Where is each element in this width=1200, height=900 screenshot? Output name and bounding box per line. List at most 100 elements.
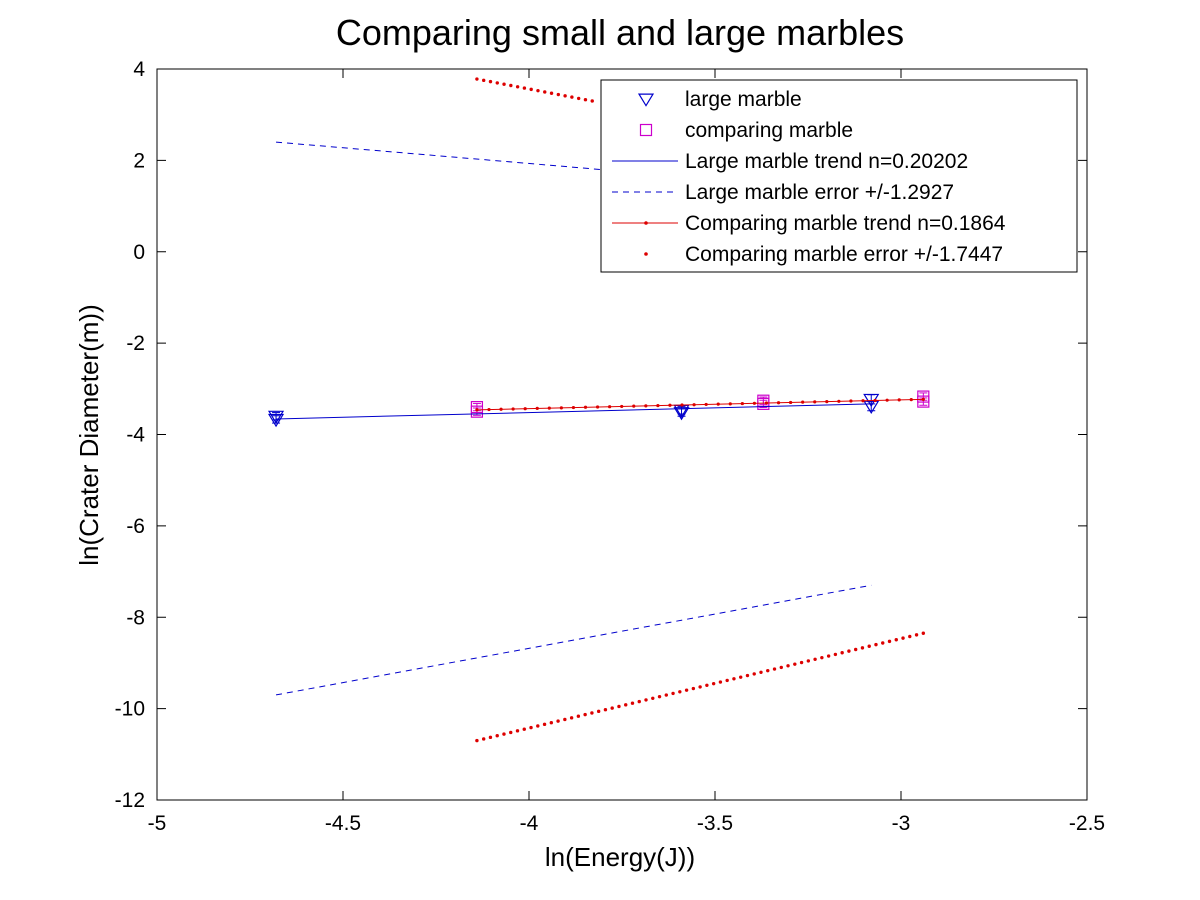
comparing-marble-error-dot	[684, 688, 689, 692]
comparing-marble-error-dot	[766, 668, 770, 673]
comparing-marble-error-dot	[705, 683, 709, 687]
x-tick-label: -3.5	[697, 812, 733, 835]
comparing-marble-trend-dot	[680, 403, 684, 407]
comparing-marble-error-dot	[596, 709, 601, 714]
comparing-marble-error-dot	[495, 81, 499, 85]
comparing-marble-error-dot	[881, 641, 885, 645]
comparing-marble-error-dot	[495, 734, 499, 738]
comparing-marble-error-dot	[691, 686, 696, 691]
comparing-marble-error-dot	[576, 96, 581, 101]
chart-title: Comparing small and large marbles	[336, 12, 904, 53]
large-marble-point	[863, 400, 880, 414]
comparing-marble-error-dot	[583, 712, 587, 717]
comparing-marble-error-dot	[536, 724, 540, 728]
comparing-marble-error-dot	[515, 729, 520, 733]
comparing-marble-trend-dot	[873, 398, 877, 403]
comparing-marble-error-dot	[543, 90, 547, 94]
comparing-marble-error-dot	[867, 644, 871, 648]
comparing-marble-error-dot	[529, 725, 533, 730]
large-marble-point	[267, 410, 285, 425]
y-tick-label: -4	[126, 424, 145, 447]
large-marble-trend-line	[276, 403, 872, 420]
comparing-marble-error-dot	[901, 636, 905, 640]
x-tick-label: -4	[520, 812, 539, 835]
comparing-marble-trend-dot	[559, 406, 563, 410]
comparing-marble-error-dot	[603, 707, 608, 712]
legend: large marble comparing marble Large marb…	[600, 79, 1078, 273]
comparing-marble-error-dot	[637, 699, 641, 704]
comparing-marble-trend-line	[476, 398, 924, 411]
comparing-marble-error-dot	[549, 91, 554, 95]
comparing-marble-error-dot	[813, 657, 817, 661]
legend-box	[600, 79, 1078, 273]
legend-label-large-marble: large marble	[685, 88, 802, 111]
legend-sample-large-marble	[637, 93, 655, 107]
comparing-marble-trend-dot	[885, 398, 889, 402]
comparing-marble-trend-dot	[511, 407, 515, 411]
comparing-marble-error-dot	[482, 78, 486, 83]
comparing-marble-error-dot	[509, 83, 513, 88]
comparing-marble-error-dot	[847, 649, 851, 653]
comparing-marble-trend-dot	[897, 398, 901, 402]
comparing-marble-error-dot	[887, 639, 892, 644]
comparing-marble-trend-dot	[776, 401, 781, 405]
comparing-marble-trend-dot	[704, 402, 708, 407]
comparing-marble-trend-dot	[620, 404, 624, 409]
comparing-marble-trend-dot	[692, 403, 696, 407]
y-tick-label: 4	[133, 58, 145, 81]
comparing-marble-error-dot	[556, 92, 561, 97]
comparing-marble-error-dot	[502, 82, 506, 86]
comparing-marble-error-dot	[522, 86, 527, 90]
comparing-marble-error-dot	[860, 646, 865, 650]
y-axis-label: ln(Crater Diameter(m))	[74, 304, 104, 565]
comparing-marble-error-dot	[569, 716, 574, 720]
comparing-marble-error-dot	[542, 722, 547, 727]
comparing-marble-trend-dot	[764, 401, 769, 405]
comparing-marble-error-dot	[488, 735, 493, 740]
comparing-marble-error-dot	[671, 691, 675, 696]
comparing-marble-trend-dot	[595, 405, 600, 409]
comparing-marble-trend-dot	[475, 408, 479, 412]
comparing-marble-error-dot	[610, 706, 614, 710]
comparing-marble-error-dot	[745, 673, 750, 678]
comparing-marble-error-dot	[678, 690, 682, 694]
y-tick-label: -8	[126, 606, 145, 629]
comparing-marble-error-dot	[515, 85, 520, 89]
comparing-marble-error-dot	[833, 652, 838, 657]
comparing-marble-trend-dot	[849, 399, 853, 403]
comparing-marble-trend-dot	[644, 404, 648, 408]
comparing-marble-trend-dot	[728, 402, 732, 406]
comparing-marble-error-dot	[563, 94, 567, 98]
comparing-marble-error-dot	[509, 730, 513, 735]
comparing-marble-error-dot	[914, 633, 919, 637]
legend-label-large-trend: Large marble trend n=0.20202	[685, 150, 968, 173]
comparing-marble-error-dot	[630, 701, 635, 705]
comparing-marble-error-dot	[556, 719, 560, 723]
comparing-marble-trend-dot	[921, 397, 925, 401]
comparing-marble-error-dot	[522, 727, 526, 731]
comparing-marble-error-dot	[779, 665, 783, 670]
large-marble-error-line	[275, 584, 872, 696]
comparing-marble-trend-dot	[825, 399, 829, 404]
comparing-marble-error-dot	[644, 698, 648, 702]
x-axis-ticks: -5 -4.5 -4 -3.5 -3 -2.5	[148, 69, 1105, 835]
comparing-marble-error-dot	[576, 714, 581, 718]
comparing-marble-error-dot	[536, 88, 540, 93]
comparing-marble-error-dot	[590, 99, 594, 103]
x-tick-label: -3	[892, 812, 911, 835]
legend-label-comparing-trend: Comparing marble trend n=0.1864	[685, 212, 1006, 235]
comparing-marble-error-dot	[840, 651, 844, 655]
comparing-marble-error-dot	[894, 638, 898, 642]
comparing-marble-trend-dot	[837, 399, 841, 403]
comparing-marble-error-dot	[475, 738, 479, 743]
comparing-marble-trend-dot	[740, 401, 744, 406]
comparing-marble-error-dot	[759, 670, 763, 674]
comparing-marble-error-dot	[799, 660, 804, 665]
comparing-marble-trend-dot	[535, 406, 539, 411]
comparing-marble-error-dot	[772, 667, 777, 671]
comparing-marble-error-dot	[481, 737, 486, 741]
comparing-marble-trend-dot	[789, 400, 793, 405]
legend-label-comparing-marble: comparing marble	[685, 119, 853, 142]
y-axis-ticks: -12 -10 -8 -6 -4 -2 0 2 4	[115, 58, 1087, 812]
comparing-marble-error-dot	[711, 681, 716, 686]
